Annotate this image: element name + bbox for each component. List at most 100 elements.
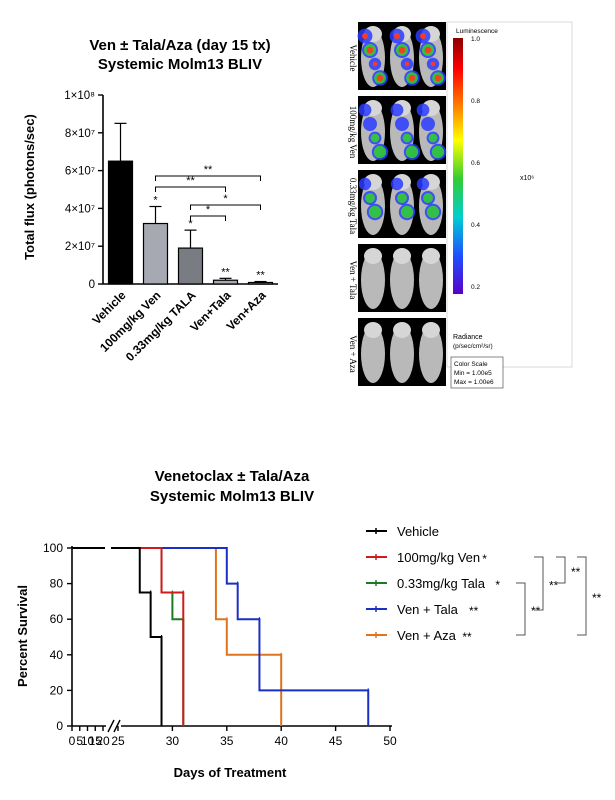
mouse-image-panels: Vehicle 100mg/kg Ven 0.33mg/kg Tala Ven + T…: [348, 22, 447, 386]
survival-y-tick-label: 80: [50, 577, 64, 591]
colorbar-tick-label: 0.8: [471, 98, 480, 105]
bioluminescence-spot: [368, 205, 382, 219]
radiance-label: Radiance: [453, 334, 483, 341]
mouse-silhouette: [361, 251, 385, 309]
bar-y-ticks: 0 2×10⁷ 4×10⁷ 6×10⁷ 8×10⁷ 1×10⁸: [64, 90, 103, 291]
bioluminescence-spot: [397, 193, 407, 203]
bioluminescence-spot: [362, 33, 368, 39]
bar-comparison-bracket: [190, 204, 261, 210]
bar-significance-label: *: [153, 195, 158, 207]
bar-y-tick-label: 1×10⁸: [64, 90, 95, 102]
bioluminescence-spot: [428, 133, 438, 143]
color-scale-max: Max = 1.00e6: [454, 379, 494, 386]
survival-subtitle: Systemic Molm13 BLIV: [150, 488, 314, 505]
radiance-units: (p/sec/cm²/sr): [453, 343, 493, 350]
survival-x-tick-label: 15: [89, 734, 103, 748]
bioluminescence-spot: [431, 145, 445, 159]
significance-bracket-label: **: [549, 579, 559, 593]
bioluminescence-spot: [426, 205, 440, 219]
survival-title: Venetoclax ± Tala/Aza: [155, 468, 310, 485]
mouse-silhouette: [419, 325, 443, 383]
significance-bracket: [556, 556, 566, 584]
mouse-head: [422, 322, 440, 338]
bioluminescence-spot: [430, 61, 436, 67]
color-scale-title: Color Scale: [454, 361, 488, 368]
survival-xlabel: Days of Treatment: [174, 765, 287, 780]
axis-break-mark: [113, 719, 121, 733]
bar-category-label: Ven+Aza: [224, 288, 269, 333]
bioluminescence-spot: [372, 61, 378, 67]
survival-x-tick-label: 0: [69, 734, 76, 748]
survival-x-tick-label: 5: [76, 734, 83, 748]
survival-y-tick-label: 100: [43, 541, 63, 555]
survival-x-tick-label: 30: [166, 734, 180, 748]
color-scale-box: [450, 356, 504, 389]
mouse-silhouette: [390, 251, 414, 309]
colorbar-tick-label: 1.0: [471, 36, 480, 43]
bioluminescence-spot: [423, 193, 433, 203]
legend-significance: **: [462, 630, 472, 644]
bioluminescence-spot: [405, 145, 419, 159]
mouse-head: [393, 322, 411, 338]
bar-significance-label: **: [221, 266, 230, 278]
bar-category-label: 100mg/kg Ven: [97, 288, 164, 355]
legend-label: 0.33mg/kg Tala: [397, 576, 486, 591]
colorbar-exponent: x10⁶: [520, 175, 534, 182]
colorbar-title: Luminescence: [456, 28, 498, 35]
bioluminescence-spot: [408, 74, 416, 82]
bar: [142, 222, 169, 285]
survival-x-tick-label: 50: [383, 734, 397, 748]
survival-chart: Venetoclax ± Tala/Aza Systemic Molm13 BL…: [15, 468, 602, 780]
bioluminescence-spot: [363, 117, 377, 131]
significance-bracket: [516, 582, 526, 636]
bar-y-tick-label: 0: [89, 279, 95, 291]
significance-bracket: [577, 556, 587, 636]
survival-ylabel: Percent Survival: [15, 585, 30, 687]
colorbar-tick-label: 0.6: [471, 160, 480, 167]
significance-bracket-label: **: [531, 604, 541, 618]
survival-x-tick-label: 20: [96, 734, 110, 748]
bar-comparison-label: *: [206, 204, 211, 216]
legend-label: Vehicle: [397, 524, 439, 539]
survival-y-tick-label: 60: [50, 612, 64, 626]
bar-comparison-bracket: [155, 186, 226, 192]
bioluminescence-spot: [376, 74, 384, 82]
bioluminescence-spot: [416, 103, 430, 117]
mouse-head: [364, 322, 382, 338]
bioluminescence-spot: [358, 103, 372, 117]
bar-chart-subtitle: Systemic Molm13 BLIV: [98, 56, 262, 73]
mouse-head: [393, 248, 411, 264]
image-row-label: Vehicle: [348, 45, 358, 72]
survival-curve: [111, 547, 163, 726]
colorbar-gradient: [453, 38, 463, 294]
colorbar-tick-label: 0.4: [471, 222, 480, 229]
bioluminescence-spot: [366, 46, 374, 54]
bar-comparisons: ******: [155, 164, 261, 221]
colorbar-ticks: 1.0 0.8 0.6 0.4 0.2: [471, 36, 480, 291]
bar-comparison-label: **: [204, 164, 213, 176]
bar-chart: Ven ± Tala/Aza (day 15 tx) Systemic Molm…: [22, 37, 278, 364]
significance-bracket: [534, 556, 544, 611]
legend-label: Ven + Aza: [397, 628, 457, 643]
bar: [212, 279, 239, 285]
survival-y-tick-label: 40: [50, 648, 64, 662]
color-scale-min: Min = 1.00e5: [454, 370, 492, 377]
bioluminescence-spot: [398, 46, 406, 54]
bioluminescence-spot: [402, 133, 412, 143]
legend-label: 100mg/kg Ven: [397, 550, 480, 565]
survival-y-tick-label: 20: [50, 683, 64, 697]
bar-y-tick-label: 8×10⁷: [65, 128, 95, 140]
mouse-silhouette: [390, 325, 414, 383]
bar-significance-label: *: [188, 218, 193, 230]
bar-y-tick-label: 6×10⁷: [65, 166, 95, 178]
bioluminescence-spot: [424, 46, 432, 54]
mouse-silhouette: [361, 325, 385, 383]
survival-x-tick-label: 10: [81, 734, 95, 748]
survival-curve: [111, 547, 185, 726]
bioluminescence-spot: [395, 117, 409, 131]
bioluminescence-spot: [434, 74, 442, 82]
colorbar-frame: [446, 21, 573, 368]
bioluminescence-spot: [404, 61, 410, 67]
